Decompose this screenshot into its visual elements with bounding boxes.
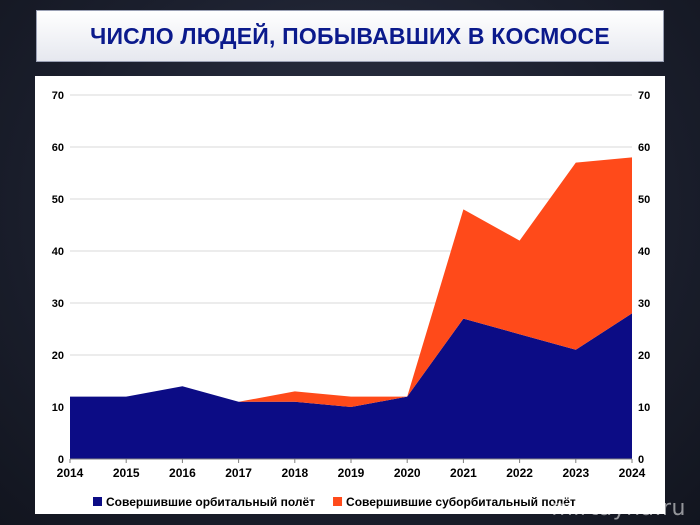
x-tick-label: 2014 (57, 466, 84, 480)
y-tick-label: 40 (52, 246, 64, 258)
watermark: mirtayna.ru (551, 496, 686, 521)
legend-swatch (93, 497, 102, 506)
x-tick-label: 2024 (619, 466, 646, 480)
y-tick-label-right: 30 (638, 298, 650, 310)
y-tick-label-right: 50 (638, 194, 650, 206)
y-tick-label-right: 70 (638, 90, 650, 102)
gridlines (70, 94, 632, 408)
y-tick-label-right: 60 (638, 142, 650, 154)
area-series-2 (70, 157, 632, 407)
y-tick-label-right: 40 (638, 246, 650, 258)
y-tick-label: 50 (52, 194, 64, 206)
y-tick-label: 20 (52, 350, 64, 362)
legend: Совершившие орбитальный полёт Совершившие… (93, 495, 576, 509)
y-tick-label: 0 (58, 454, 64, 466)
chart-title: ЧИСЛО ЛЮДЕЙ, ПОБЫВАВШИХ В КОСМОСЕ (90, 22, 610, 49)
axes (69, 458, 633, 463)
chart-panel: 0 10 20 30 40 50 60 70 0 10 20 30 40 50 60 70 2014 2015… (35, 76, 665, 514)
x-tick-label: 2019 (338, 466, 365, 480)
legend-label: Совершившие суборбитальный полёт (346, 495, 576, 509)
legend-swatch (333, 497, 343, 506)
x-tick-label: 2023 (562, 466, 589, 480)
y-tick-labels-right: 0 10 20 30 40 50 60 70 (638, 90, 650, 466)
chart-svg: 0 10 20 30 40 50 60 70 0 10 20 30 40 50 60 70 2014 2015… (52, 90, 651, 509)
x-tick-label: 2016 (169, 466, 196, 480)
legend-label: Совершившие орбитальный полёт (106, 495, 315, 509)
x-tick-label: 2017 (225, 466, 252, 480)
area-series (70, 157, 632, 459)
x-tick-label: 2020 (394, 466, 421, 480)
x-tick-label: 2021 (450, 466, 477, 480)
area-series-1 (70, 313, 632, 459)
y-tick-label: 70 (52, 90, 64, 102)
x-tick-labels: 2014 2015 2016 2017 2018 2019 2020 2021 2022 2023… (57, 466, 646, 480)
y-tick-label: 30 (52, 298, 64, 310)
y-tick-label: 10 (52, 402, 64, 414)
y-tick-label: 60 (52, 142, 64, 154)
x-tick-label: 2015 (113, 466, 140, 480)
y-tick-label-right: 10 (638, 402, 650, 414)
x-tick-label: 2022 (506, 466, 533, 480)
x-tick-label: 2018 (281, 466, 308, 480)
y-tick-labels-left: 0 10 20 30 40 50 60 70 (52, 90, 64, 466)
chart-title-box: ЧИСЛО ЛЮДЕЙ, ПОБЫВАВШИХ В КОСМОСЕ (36, 10, 664, 62)
y-tick-label-right: 20 (638, 350, 650, 362)
y-tick-label-right: 0 (638, 454, 644, 466)
